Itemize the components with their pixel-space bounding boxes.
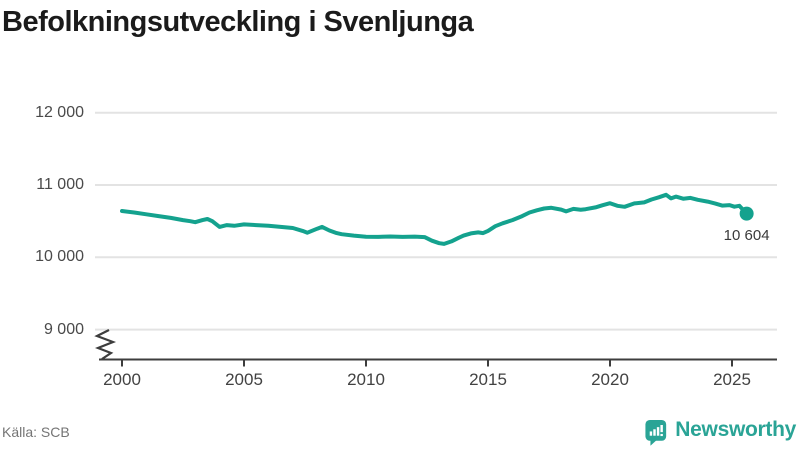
newsworthy-wordmark: Newsworthy (675, 418, 796, 441)
x-axis-tick-label: 2005 (225, 370, 263, 389)
chart-title: Befolkningsutveckling i Svenljunga (2, 6, 474, 38)
x-axis-tick-label: 2015 (469, 370, 507, 389)
x-axis-tick-label: 2025 (713, 370, 751, 389)
x-axis-tick-label: 2000 (103, 370, 141, 389)
x-axis-tick-label: 2010 (347, 370, 385, 389)
y-axis-tick-label: 11 000 (36, 176, 84, 193)
y-axis-tick-label: 10 000 (35, 248, 84, 266)
y-axis-break-icon (94, 329, 117, 360)
x-axis-tick-label: 2020 (591, 370, 629, 389)
last-value-label: 10 604 (723, 226, 770, 244)
last-value-dot (739, 206, 754, 221)
population-series-line (120, 192, 749, 246)
y-axis-tick-label: 9 000 (43, 320, 84, 338)
y-axis-tick-label: 12 000 (35, 103, 84, 121)
newsworthy-speech-bubble-chart-icon (645, 419, 667, 446)
newsworthy-logo[interactable]: Newsworthy (644, 414, 796, 450)
source-caption: Källa: SCB (2, 424, 70, 440)
